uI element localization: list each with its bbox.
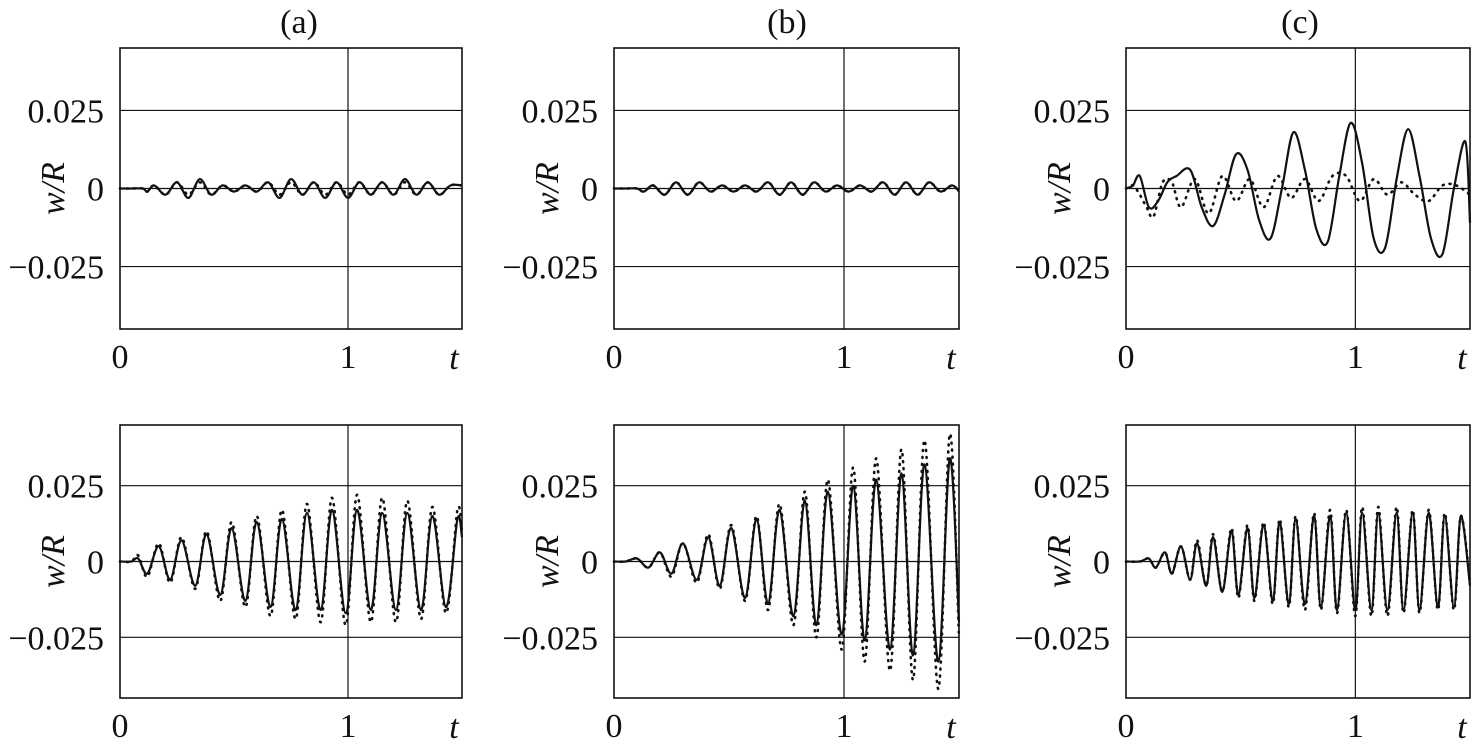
x-tick-label: 1 (836, 708, 853, 745)
y-axis-label: w/R (529, 535, 566, 588)
x-axis-label: t (449, 340, 460, 377)
series-solid-line (1125, 121, 1472, 259)
y-tick-label: −0.025 (502, 620, 598, 657)
series-dotted-line (612, 432, 961, 691)
y-tick-label: −0.025 (8, 250, 104, 287)
y-tick-label: 0.025 (1034, 469, 1111, 506)
series-dotted-line (612, 180, 961, 197)
x-tick-label: 0 (1118, 708, 1135, 745)
x-axis-label: t (449, 709, 460, 746)
y-tick-label: 0 (581, 172, 598, 209)
series-dotted-line (118, 180, 464, 197)
x-axis-label: t (946, 709, 957, 746)
x-tick-label: 0 (606, 708, 623, 745)
x-tick-label: 0 (112, 708, 129, 745)
y-tick-label: 0.025 (522, 469, 599, 506)
y-axis-label: w/R (35, 535, 72, 588)
panel-label: (a) (280, 4, 318, 41)
y-axis-label: w/R (35, 162, 72, 215)
x-axis-label: t (1457, 709, 1468, 746)
x-tick-label: 1 (1347, 708, 1364, 745)
x-tick-label: 1 (340, 708, 357, 745)
y-tick-label: −0.025 (1014, 250, 1110, 287)
x-tick-label: 0 (1118, 339, 1135, 376)
y-tick-label: 0 (1093, 172, 1110, 209)
x-tick-label: 0 (606, 339, 623, 376)
y-tick-label: 0 (581, 545, 598, 582)
x-axis-label: t (946, 340, 957, 377)
panel-label: (b) (767, 4, 807, 41)
y-tick-label: 0.025 (28, 469, 105, 506)
panel-label: (c) (1281, 4, 1319, 41)
y-tick-label: 0.025 (1034, 93, 1111, 130)
x-tick-label: 1 (1347, 339, 1364, 376)
x-tick-label: 1 (340, 339, 357, 376)
x-axis-label: t (1457, 340, 1468, 377)
series-dotted-line (1124, 171, 1472, 219)
y-tick-label: 0.025 (522, 93, 599, 130)
y-axis-label: w/R (1041, 535, 1078, 588)
y-tick-label: −0.025 (1014, 620, 1110, 657)
y-tick-label: 0 (87, 172, 104, 209)
y-tick-label: −0.025 (502, 250, 598, 287)
y-tick-label: 0 (87, 545, 104, 582)
series-dotted-line (118, 493, 464, 627)
y-axis-label: w/R (1041, 162, 1078, 215)
y-tick-label: −0.025 (8, 620, 104, 657)
series-dotted-line (1124, 505, 1472, 618)
y-axis-label: w/R (529, 162, 566, 215)
x-tick-label: 0 (112, 339, 129, 376)
y-tick-label: 0.025 (28, 93, 105, 130)
x-tick-label: 1 (836, 339, 853, 376)
y-tick-label: 0 (1093, 545, 1110, 582)
